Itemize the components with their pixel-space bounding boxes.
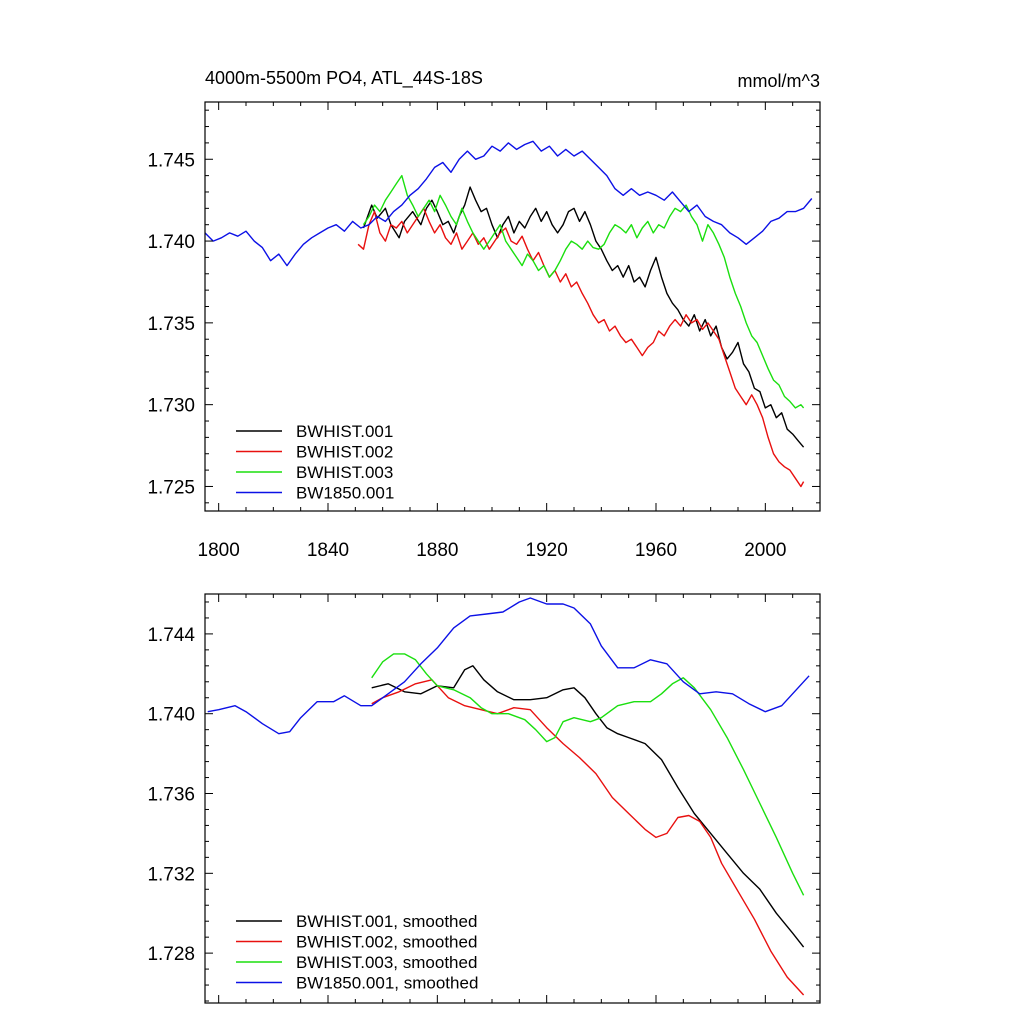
series-line-2 xyxy=(371,679,805,996)
bottom-ticks xyxy=(205,594,821,1003)
units-label: mmol/m^3 xyxy=(738,71,820,91)
y-tick-label: 1.732 xyxy=(147,864,195,885)
legend-label-3: BWHIST.003, smoothed xyxy=(296,953,477,972)
y-tick-label: 1.736 xyxy=(147,785,195,806)
series-line-1 xyxy=(362,186,805,448)
legend-label-1: BWHIST.001, smoothed xyxy=(296,912,477,931)
x-tick-label: 1920 xyxy=(526,540,568,561)
x-tick-label: 1880 xyxy=(416,540,458,561)
legend-label-3: BWHIST.003 xyxy=(296,463,393,482)
x-tick-label: 1960 xyxy=(635,540,677,561)
series-line-2 xyxy=(357,207,805,488)
top-ticks xyxy=(205,102,821,511)
bottom-plot-frame xyxy=(204,593,821,1004)
x-tick-label: 1840 xyxy=(307,540,349,561)
bottom-series-lines xyxy=(207,597,810,996)
series-line-1 xyxy=(371,665,805,948)
y-tick-label: 1.744 xyxy=(147,625,195,646)
y-tick-label: 1.728 xyxy=(147,944,195,965)
legend-label-4: BW1850.001 xyxy=(296,484,394,503)
series-line-4 xyxy=(207,597,810,735)
series-line-4 xyxy=(204,140,813,267)
top-series-lines xyxy=(204,140,813,488)
x-tick-label: 1800 xyxy=(198,540,240,561)
legend-label-2: BWHIST.002, smoothed xyxy=(296,933,477,952)
y-tick-label: 1.740 xyxy=(147,232,195,253)
y-tick-label: 1.730 xyxy=(147,396,195,417)
top-panel: 4000m-5500m PO4, ATL_44S-18S mmol/m^3 1.… xyxy=(147,68,821,561)
legend-label-2: BWHIST.002 xyxy=(296,443,393,462)
y-tick-label: 1.735 xyxy=(147,314,195,335)
y-tick-label: 1.740 xyxy=(147,705,195,726)
bottom-y-tick-labels: 1.728 1.732 1.736 1.740 1.744 xyxy=(147,625,195,965)
y-tick-label: 1.745 xyxy=(147,150,195,171)
series-line-3 xyxy=(362,174,805,409)
top-x-tick-labels: 1800 1840 1880 1920 1960 2000 xyxy=(198,540,787,561)
top-y-tick-labels: 1.725 1.730 1.735 1.740 1.745 xyxy=(147,150,195,498)
legend-label-1: BWHIST.001 xyxy=(296,422,393,441)
series-line-3 xyxy=(371,653,805,896)
y-tick-label: 1.725 xyxy=(147,477,195,498)
x-tick-label: 2000 xyxy=(744,540,786,561)
bottom-panel: 1.728 1.732 1.736 1.740 1.744 BWHIST.001, sm… xyxy=(147,593,821,1004)
legend-label-4: BW1850.001, smoothed xyxy=(296,974,478,993)
chart-title: 4000m-5500m PO4, ATL_44S-18S xyxy=(205,68,483,89)
top-plot-frame xyxy=(204,101,821,512)
bottom-legend: BWHIST.001, smoothed BWHIST.002, smoothed… xyxy=(236,912,478,993)
